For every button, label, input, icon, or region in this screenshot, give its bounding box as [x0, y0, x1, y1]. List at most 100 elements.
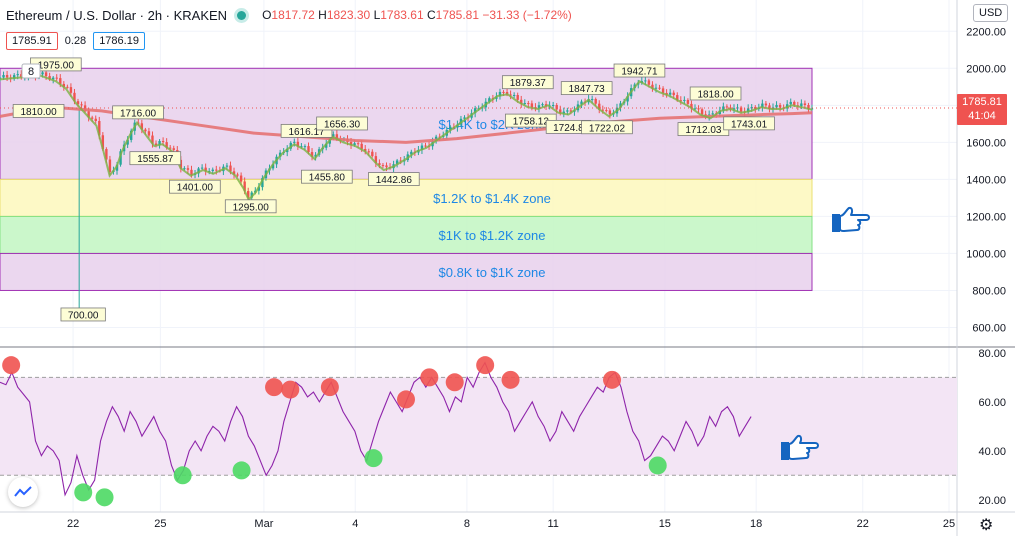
candle-body [569, 110, 573, 112]
ohlc-h-label: H [318, 8, 327, 22]
candle-body [239, 175, 243, 182]
price-annotation: 1847.73 [569, 84, 606, 95]
candle-body [73, 92, 76, 102]
candle-body [66, 86, 69, 88]
price-annotation-box [301, 169, 353, 184]
time-axis-label: 8 [464, 518, 470, 530]
oscillator-axis-label: 60.00 [978, 397, 1006, 409]
price-annotation-box [613, 63, 666, 78]
candle-body [44, 72, 48, 77]
bar-countdown: 41:04 [968, 110, 996, 122]
candle-body [686, 99, 690, 104]
candle-body [325, 143, 328, 148]
candle-body [169, 147, 172, 149]
candle-body [555, 105, 558, 110]
price-axis-label: 600.00 [972, 322, 1006, 334]
price-zone [0, 215, 813, 254]
cloud-chart-icon [14, 486, 32, 497]
overbought-marker [501, 370, 520, 389]
candle-body [2, 75, 5, 78]
candle-body [761, 103, 764, 108]
price-annotation: 1555.87 [137, 154, 174, 165]
overbought-marker [281, 380, 300, 399]
candle-body [800, 103, 803, 107]
candle-body [395, 160, 399, 165]
candle-body [778, 104, 782, 108]
time-axis-label: 22 [67, 518, 79, 530]
overbought-marker [397, 390, 415, 409]
candle-body [197, 168, 200, 174]
candle-body [803, 103, 807, 105]
candle-body [676, 95, 679, 101]
candle-body [683, 99, 686, 101]
candle-body [41, 72, 44, 75]
hand-cuff [832, 214, 840, 232]
ohlc-close: 1785.81 [435, 8, 480, 22]
candle-body [236, 174, 239, 176]
oversold-marker [648, 456, 667, 475]
price-annotation: 1722.02 [589, 123, 626, 134]
candle-body [332, 134, 335, 137]
candle-body [381, 165, 385, 167]
time-axis-label: 22 [857, 518, 869, 530]
candle-body [598, 103, 601, 110]
price-axis-label: 1600.00 [966, 137, 1006, 149]
candle-body [371, 151, 374, 157]
zone-label: $0.8K to $1K zone [439, 265, 546, 280]
candle-body [473, 108, 477, 114]
candle-body [789, 101, 792, 105]
candle-body [488, 98, 491, 102]
buy-price-button[interactable]: 1786.19 [93, 32, 145, 50]
candle-body [562, 111, 565, 114]
candle-body [502, 91, 505, 93]
price-annotation-box [581, 120, 633, 135]
candle-body [16, 74, 19, 76]
candle-body [644, 80, 647, 82]
candle-body [211, 169, 214, 172]
candle-body [349, 142, 353, 146]
currency-button[interactable]: USD [973, 4, 1009, 22]
candle-body [172, 148, 175, 150]
price-axis-label: 2200.00 [966, 26, 1006, 38]
candle-body [512, 94, 516, 96]
time-axis-label: 25 [154, 518, 166, 530]
tradingview-logo[interactable] [8, 477, 38, 507]
overbought-marker [445, 373, 464, 392]
candle-body [725, 106, 729, 108]
overbought-marker [265, 378, 284, 397]
oscillator-axis-label: 20.00 [978, 495, 1006, 507]
symbol-title[interactable]: Ethereum / U.S. Dollar · 2h · KRAKEN [6, 7, 228, 23]
price-annotation-box [112, 105, 164, 120]
price-annotation: 1616.17 [288, 127, 325, 138]
oversold-marker [74, 483, 93, 502]
candle-body [87, 111, 90, 118]
candle-body [679, 100, 683, 102]
candle-body [161, 141, 165, 143]
price-annotation: 1656.30 [324, 119, 361, 130]
candle-body [158, 141, 161, 146]
candle-body [697, 108, 700, 110]
overbought-marker [2, 356, 21, 375]
candle-body [90, 117, 94, 119]
candle-body [261, 178, 264, 188]
price-annotation: 1712.03 [685, 125, 722, 136]
candle-body [12, 75, 16, 79]
gear-icon[interactable]: ⚙ [979, 517, 994, 534]
price-axis-label: 2000.00 [966, 63, 1006, 75]
last-price-value: 1785.81 [962, 96, 1002, 108]
indicator-count-box [21, 63, 41, 79]
price-annotation: 1295.00 [233, 202, 270, 213]
candle-body [711, 113, 714, 115]
candle-body [360, 143, 363, 149]
candle-body [420, 145, 424, 150]
candle-body [232, 171, 236, 175]
indicator-count: 8 [28, 66, 34, 78]
price-zone [0, 252, 813, 291]
sell-price-button[interactable]: 1785.91 [6, 32, 58, 50]
candle-body [516, 94, 519, 100]
candle-body [739, 107, 743, 112]
price-annotation: 1455.80 [309, 173, 346, 184]
candle-body [5, 75, 9, 78]
price-annotation: 1724.8 [553, 123, 584, 134]
